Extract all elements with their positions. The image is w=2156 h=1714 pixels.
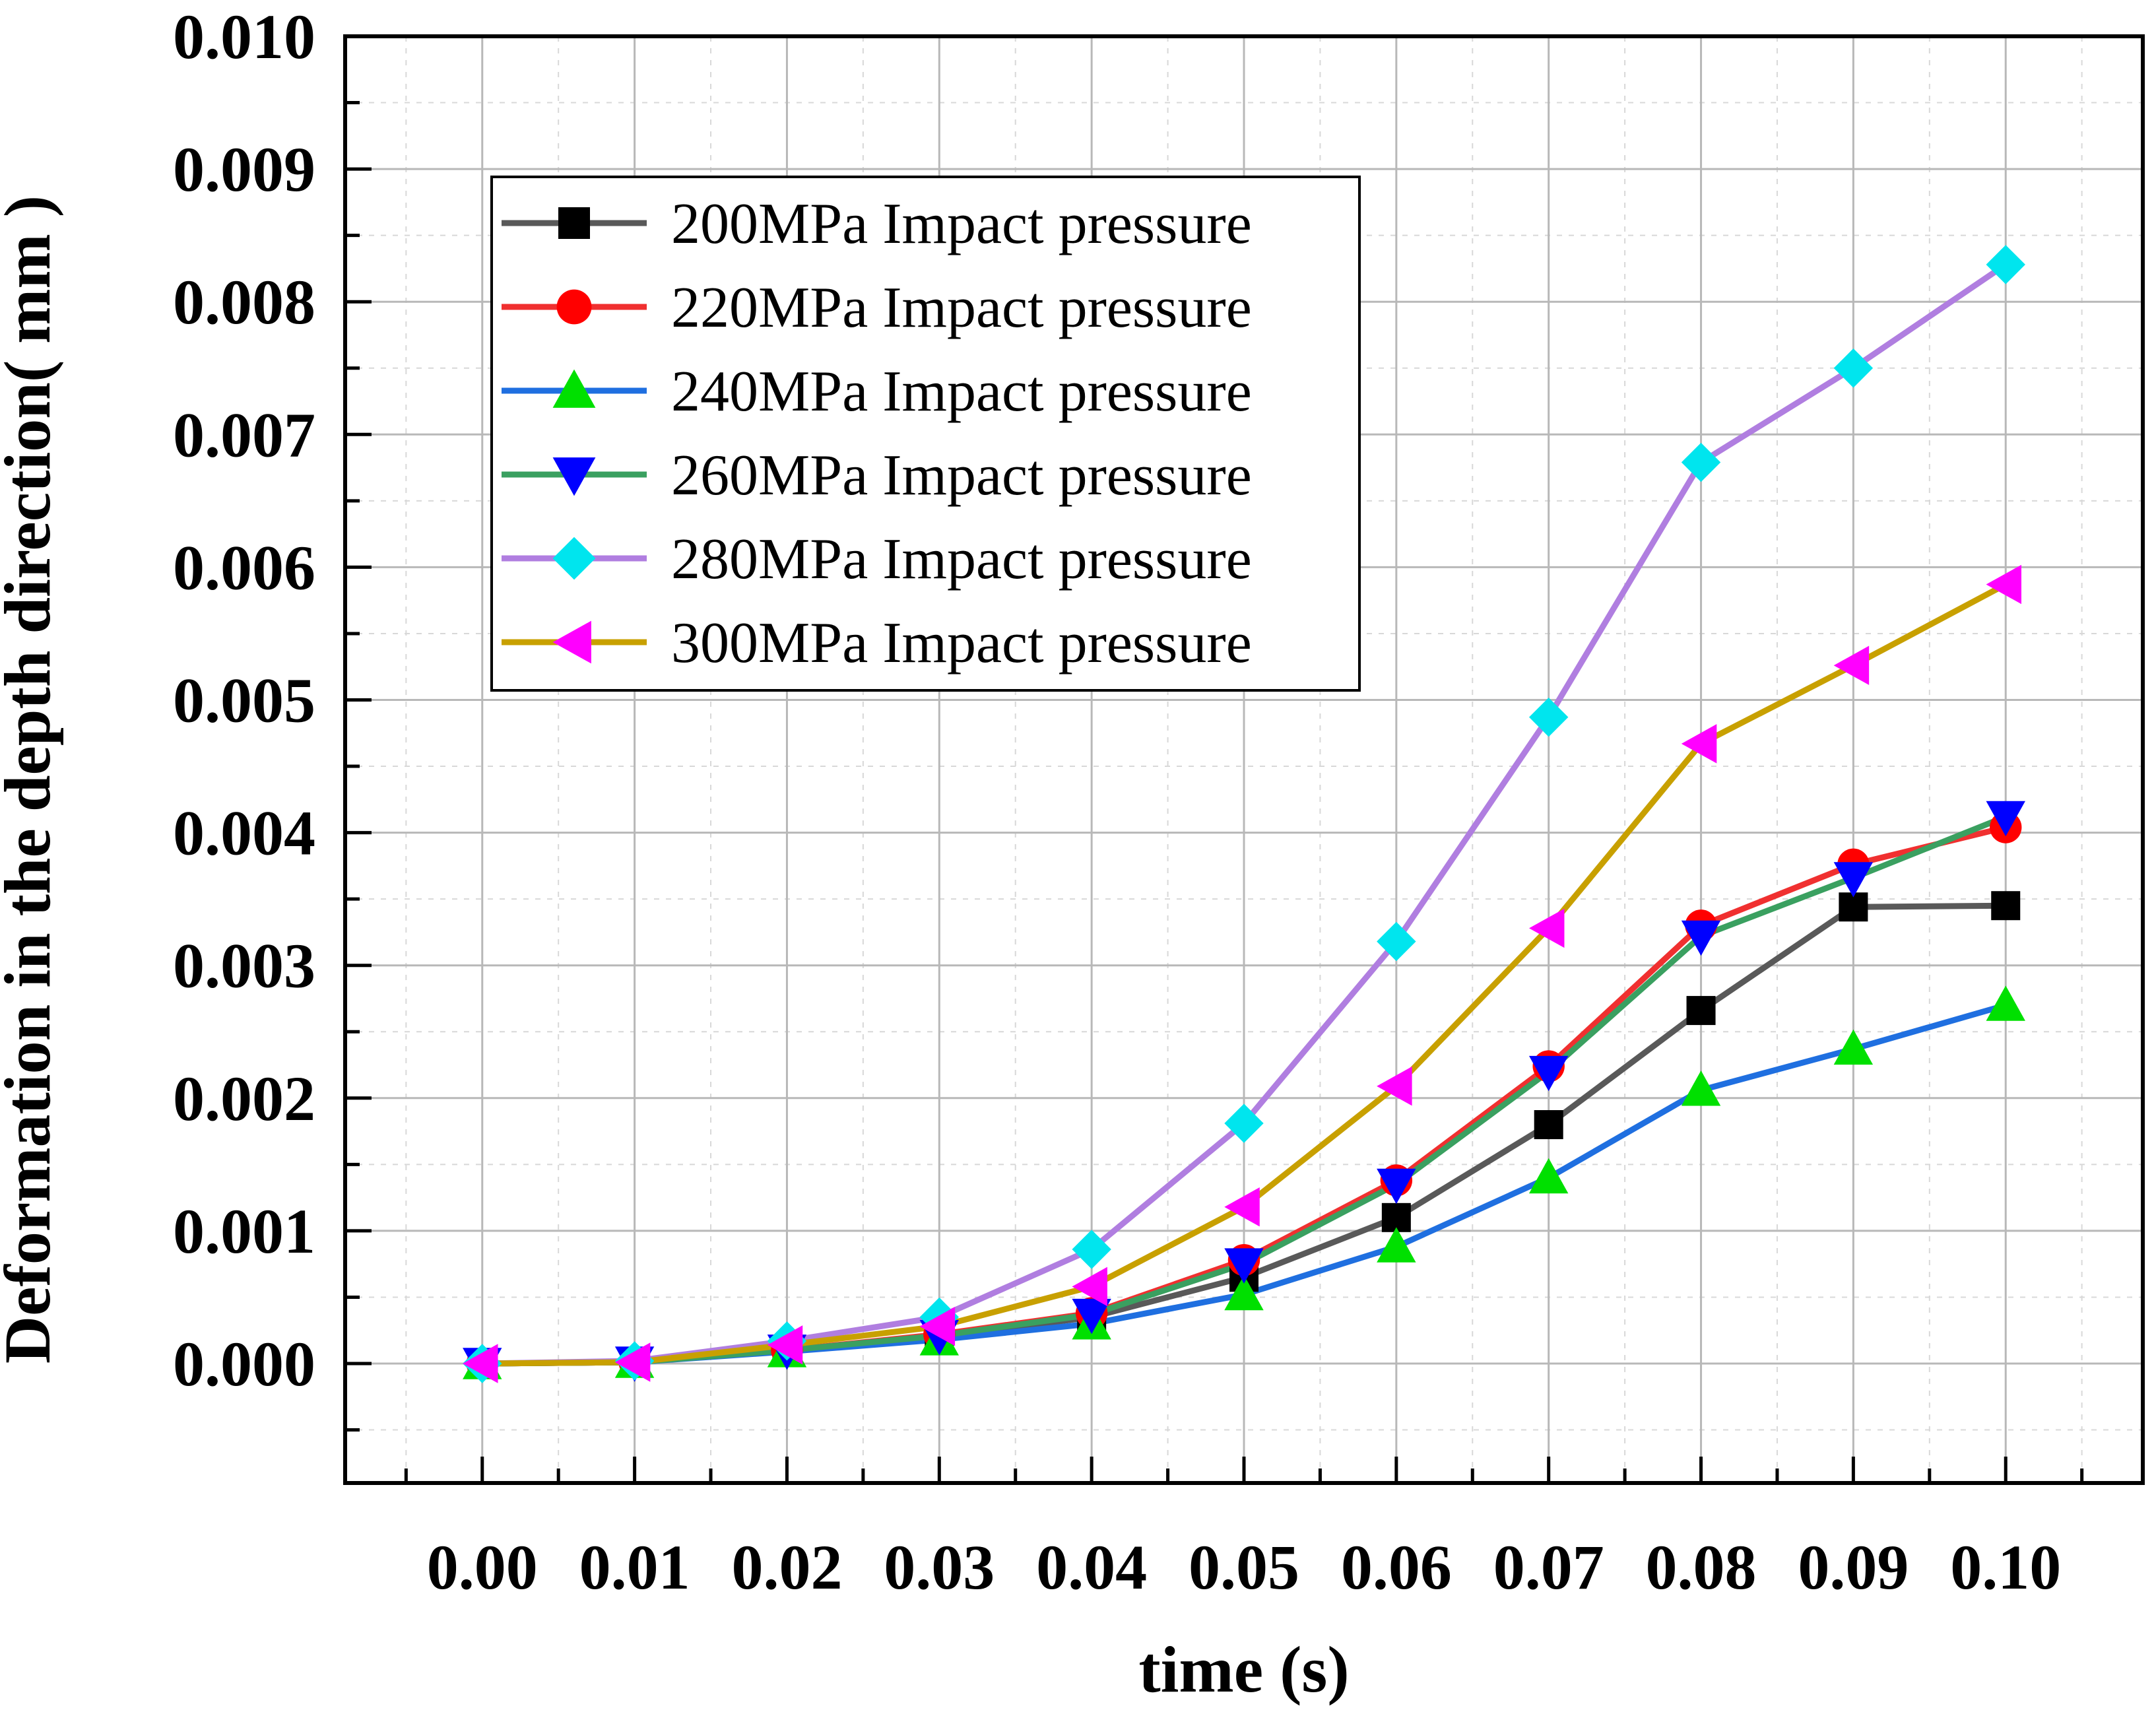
legend-marker bbox=[552, 457, 596, 496]
data-point bbox=[1986, 985, 2025, 1021]
y-axis-title: Deformation in the depth direction( mm ) bbox=[0, 195, 64, 1364]
x-tick-label: 0.04 bbox=[1036, 1532, 1147, 1602]
data-point bbox=[1072, 1230, 1111, 1269]
x-tick-label: 0.08 bbox=[1646, 1532, 1757, 1602]
y-tick-label: 0.006 bbox=[173, 532, 315, 603]
legend-marker bbox=[556, 289, 592, 325]
data-point bbox=[1534, 1110, 1563, 1140]
data-point bbox=[1224, 1104, 1264, 1143]
y-tick-label: 0.007 bbox=[173, 399, 315, 470]
y-tick-label: 0.004 bbox=[173, 798, 315, 869]
legend-label: 300MPa Impact pressure bbox=[671, 611, 1252, 675]
x-tick-labels: 0.00 0.01 0.02 0.03 0.04 0.05 0.06 0.07 0.08 0.09… bbox=[427, 1532, 2061, 1602]
legend: 200MPa Impact pressure 220MPa Impact pres… bbox=[490, 176, 1361, 692]
data-point bbox=[1681, 1071, 1721, 1106]
data-point bbox=[1377, 1168, 1416, 1204]
axis-ticks bbox=[345, 34, 2084, 1483]
x-tick-label: 0.01 bbox=[579, 1532, 690, 1602]
legend-label: 200MPa Impact pressure bbox=[671, 192, 1252, 256]
legend-label: 260MPa Impact pressure bbox=[671, 444, 1252, 508]
series-markers bbox=[463, 245, 2025, 1383]
data-point bbox=[1528, 1158, 1569, 1194]
data-point bbox=[1224, 1274, 1264, 1311]
y-tick-label: 0.001 bbox=[173, 1196, 315, 1267]
data-point bbox=[1224, 1187, 1260, 1227]
x-tick-label: 0.05 bbox=[1189, 1532, 1299, 1602]
data-point bbox=[1072, 1267, 1107, 1307]
legend-item: 220MPa Impact pressure bbox=[502, 276, 1252, 340]
legend-item: 280MPa Impact pressure bbox=[502, 527, 1252, 591]
data-point bbox=[1681, 920, 1721, 956]
data-point bbox=[1986, 245, 2025, 284]
legend-label: 280MPa Impact pressure bbox=[671, 527, 1252, 591]
legend-marker bbox=[552, 369, 596, 408]
data-point bbox=[1528, 1055, 1569, 1092]
data-point bbox=[1377, 921, 1416, 962]
legend-marker bbox=[558, 207, 590, 239]
y-tick-labels: 0.000 0.001 0.002 0.003 0.004 0.005 0.006 0.007… bbox=[173, 1, 315, 1399]
x-tick-label: 0.06 bbox=[1341, 1532, 1452, 1602]
y-tick-label: 0.000 bbox=[173, 1329, 315, 1399]
data-point bbox=[1686, 996, 1716, 1026]
data-point bbox=[1986, 801, 2025, 837]
y-tick-label: 0.008 bbox=[173, 267, 315, 337]
data-point bbox=[1377, 1227, 1416, 1263]
data-point bbox=[614, 1342, 651, 1382]
x-tick-label: 0.03 bbox=[884, 1532, 995, 1602]
legend-item: 260MPa Impact pressure bbox=[502, 444, 1252, 508]
data-point bbox=[1681, 724, 1717, 764]
x-axis-title: time (s) bbox=[1138, 1633, 1349, 1706]
legend-label: 240MPa Impact pressure bbox=[671, 360, 1252, 424]
x-tick-label: 0.10 bbox=[1950, 1532, 2061, 1602]
y-tick-label: 0.010 bbox=[173, 1, 315, 72]
legend-box bbox=[490, 176, 1361, 692]
legend-item: 200MPa Impact pressure bbox=[502, 192, 1252, 256]
data-point bbox=[1833, 645, 1870, 685]
data-point bbox=[1072, 1298, 1111, 1335]
y-tick-label: 0.009 bbox=[173, 134, 315, 205]
data-point bbox=[1986, 564, 2021, 605]
legend-marker bbox=[552, 620, 591, 664]
data-point bbox=[767, 1325, 803, 1365]
legend-item: 300MPa Impact pressure bbox=[502, 611, 1252, 675]
data-point bbox=[1528, 908, 1565, 948]
data-point bbox=[1991, 891, 2021, 921]
data-point bbox=[1528, 697, 1569, 737]
x-tick-label: 0.09 bbox=[1798, 1532, 1909, 1602]
legend-label: 220MPa Impact pressure bbox=[671, 276, 1252, 340]
legend-marker bbox=[552, 537, 596, 580]
x-tick-label: 0.07 bbox=[1493, 1532, 1604, 1602]
y-tick-label: 0.003 bbox=[173, 931, 315, 1001]
series-markers-5 bbox=[463, 564, 2021, 1383]
data-point bbox=[1833, 1029, 1874, 1065]
data-point bbox=[1224, 1248, 1264, 1284]
y-tick-label: 0.002 bbox=[173, 1063, 315, 1134]
data-point bbox=[1833, 862, 1874, 898]
x-tick-label: 0.02 bbox=[731, 1532, 842, 1602]
data-point bbox=[463, 1344, 498, 1383]
data-point bbox=[1833, 348, 1874, 388]
data-point bbox=[919, 1307, 956, 1346]
data-point bbox=[1681, 442, 1721, 482]
data-point bbox=[1377, 1067, 1412, 1106]
legend-item: 240MPa Impact pressure bbox=[502, 360, 1252, 424]
x-tick-label: 0.00 bbox=[427, 1532, 538, 1602]
y-tick-label: 0.005 bbox=[173, 665, 315, 736]
